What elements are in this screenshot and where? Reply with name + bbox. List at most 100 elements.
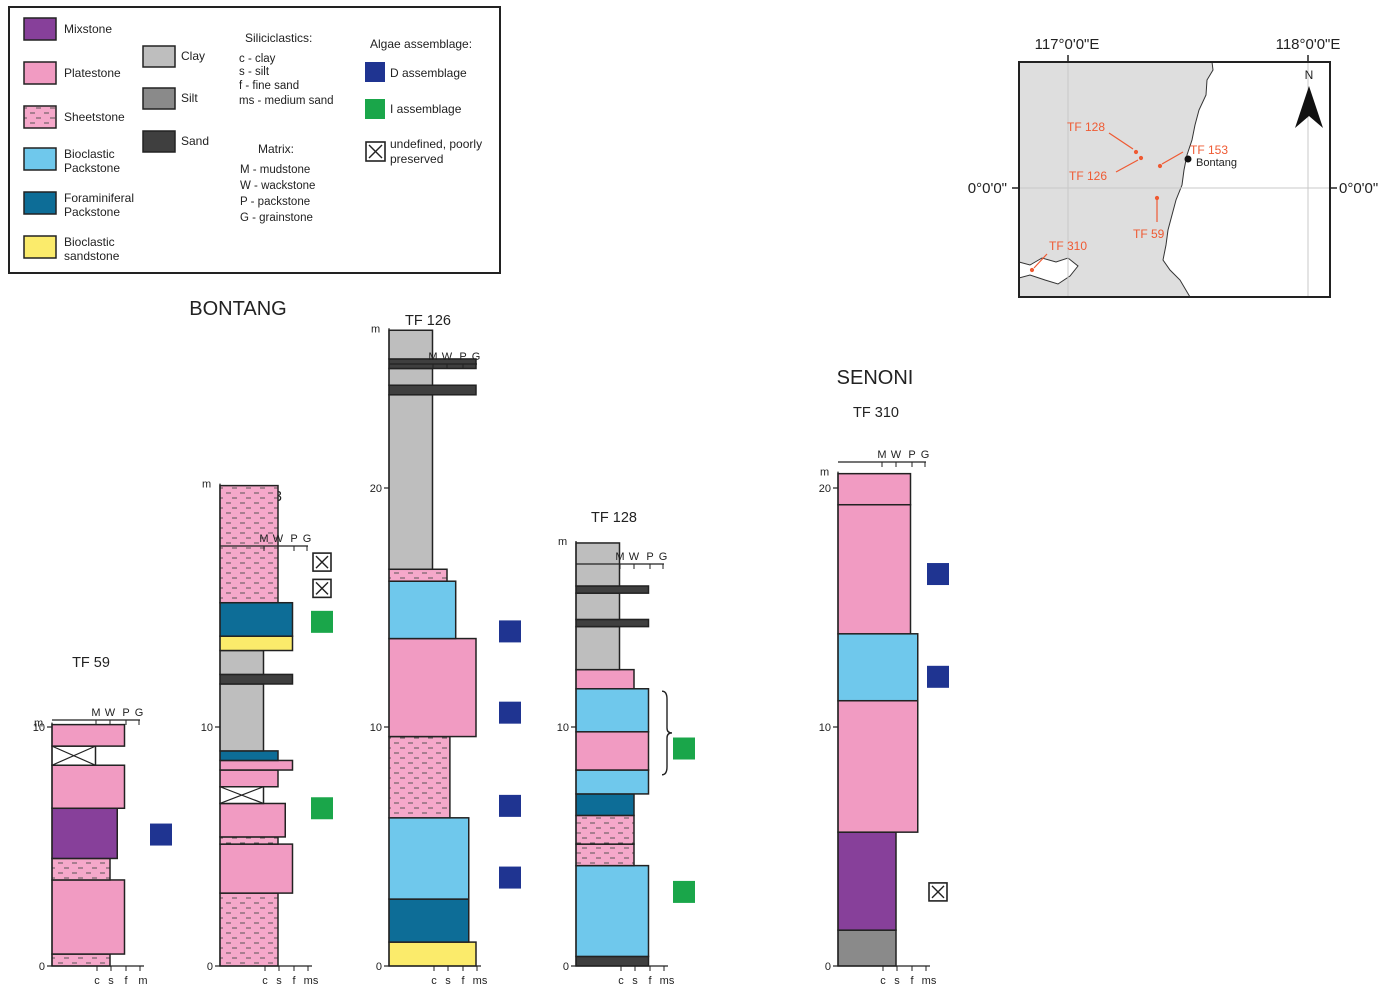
undefined-assemblage-marker [928,882,948,902]
axis-unit-label: m [820,467,829,479]
bed-platestone [51,723,126,747]
i-assemblage-marker [311,797,333,820]
bed-platestone [219,759,294,771]
map-lon-label: 118°0'0"E [1276,36,1341,53]
legend-facies-label: Sheetstone [64,110,125,124]
axis-tick-label: 10 [557,722,569,734]
bed-bioclastic-sandstone [388,941,477,967]
texture-label: W [442,351,453,363]
legend-facies-list: MixstonePlatestoneSheetstoneBioclasticPa… [23,17,134,263]
texture-label: P [122,707,129,719]
map-site-label: TF 128 [1067,120,1105,134]
bed-foraminiferal-packstone [575,793,635,817]
north-label: N [1305,68,1314,82]
bed-clay [575,625,621,671]
map-lat-label-left: 0°0'0" [968,180,1007,197]
texture-label: W [629,551,640,563]
undefined-assemblage-marker [312,552,332,572]
legend-grain-label: Clay [181,49,205,63]
grain-size-label: c [94,975,100,987]
bed-platestone [837,699,919,833]
bed-platestone [837,503,912,635]
bed-sheetstone [575,843,635,867]
mixstone-swatch [23,17,57,41]
texture-label: P [908,449,915,461]
legend-siliciclastics-item: f - fine sand [239,80,299,92]
texture-label: G [659,551,668,563]
legend-facies-label: Packstone [64,205,120,219]
texture-label: W [273,533,284,545]
bed-platestone [219,843,294,894]
bed-sand [575,955,650,967]
bed-clay [575,592,621,621]
sand-swatch [142,130,176,153]
map-bay [1018,257,1079,285]
bed-bioclastic-sandstone [219,635,294,652]
axis-tick-label: 10 [33,722,45,734]
legend-siliciclastics-item: ms - medium sand [239,95,334,107]
foraminiferal-packstone-swatch [23,191,57,215]
i-assemblage-marker [673,737,695,760]
legend-grain-label: Silt [181,91,198,105]
sheetstone-swatch [23,105,57,129]
map-site-markers [1029,132,1184,273]
grain-size-label: c [880,975,886,987]
d-assemblage-marker [499,620,521,643]
bed-platestone [51,879,126,955]
grain-size-label: s [445,975,451,987]
silt-swatch [142,87,176,110]
bed-platestone [837,472,912,506]
bed-undefined [219,786,265,805]
column-tf126: TF 126 m 0 10 20 M W P Gc s f ms [370,313,521,987]
bed-clay [388,367,434,386]
legend-frame [8,6,501,274]
legend-facies-label: Bioclastic [64,147,115,161]
bed-silt [837,929,897,967]
legend-matrix-title: Matrix: [258,142,294,156]
column-title: TF 128 [591,510,637,526]
legend-facies-label: sandstone [64,249,120,263]
bed-sand [219,673,294,685]
map-site-label: TF 59 [1133,227,1165,241]
legend-matrix-item: W - wackstone [240,180,315,192]
undefined-assemblage-marker [312,578,332,599]
bed-bioclastic-packstone [575,769,650,795]
column-tf128: TF 128 m 0 10 M W P Gc s f ms [557,510,695,987]
texture-label: M [91,707,100,719]
legend-algae-title: Algae assemblage: [370,37,472,51]
bed-bioclastic-packstone [388,580,457,640]
column-tf153: TF 153m010MWPGcsfms [201,479,333,987]
bed-clay [219,649,265,676]
map-site-label: TF 126 [1069,169,1107,183]
bed-platestone [219,769,279,788]
map-lat-label-right: 0°0'0" [1339,180,1378,197]
bed-clay [219,683,265,752]
column-title: TF 126 [405,313,451,329]
bioclastic-packstone-swatch [23,147,57,171]
texture-label: M [615,551,624,563]
legend-matrix-item: M - mudstone [240,164,310,176]
legend-facies-label: Foraminiferal [64,191,134,205]
i-assemblage-marker [311,610,333,633]
bed-mixstone [51,807,118,860]
axis-unit-label: m [202,479,211,491]
legend-facies-label: Packstone [64,161,120,175]
texture-label: G [472,351,481,363]
grain-size-label: m [138,975,147,987]
legend-matrix-item: P - packstone [240,196,310,208]
axis-tick-label: 0 [376,961,382,973]
bed-bioclastic-packstone [575,864,650,958]
bed-platestone [575,731,650,771]
legend-facies-label: Bioclastic [64,235,115,249]
bed-bioclastic-packstone [837,633,919,702]
bed-undefined [51,745,97,766]
grain-size-label: s [276,975,282,987]
grain-size-label: ms [473,975,488,987]
legend-siliciclastics-title: Siliciclastics: [245,31,312,45]
grain-size-label: ms [660,975,675,987]
legend: MixstonePlatestoneSheetstoneBioclasticPa… [8,6,501,274]
axis-unit-label: m [558,536,567,548]
i-assemblage-marker [673,880,695,903]
bed-platestone [219,802,286,838]
